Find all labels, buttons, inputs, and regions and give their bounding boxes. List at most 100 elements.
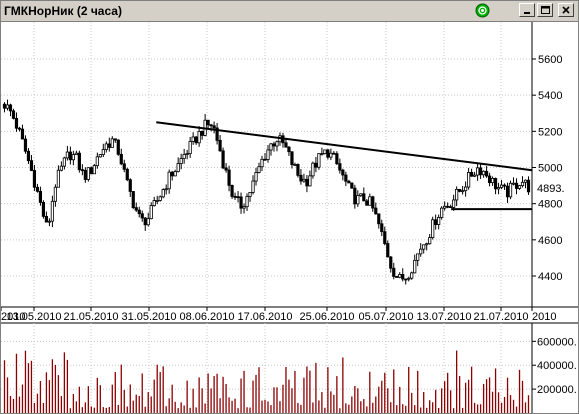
candle-up — [257, 166, 261, 173]
candle-down — [478, 167, 483, 176]
candle-up — [179, 158, 183, 164]
candle-up — [431, 219, 435, 239]
candle-down — [493, 178, 498, 190]
candle-down — [377, 213, 381, 225]
candle-up — [146, 218, 150, 226]
connection-status-icon[interactable] — [475, 3, 490, 18]
candles — [2, 99, 531, 285]
candle-up — [188, 141, 192, 154]
candle-up — [293, 164, 297, 166]
date-tick-label: 13.07.2010 — [416, 311, 471, 323]
maximize-button[interactable] — [537, 3, 553, 17]
minimize-icon — [524, 12, 530, 14]
volume-tick-label: 200000. — [537, 384, 577, 396]
price-tick-label: 5400 — [538, 90, 562, 102]
candle-down — [484, 170, 489, 177]
candle-down — [380, 223, 384, 233]
candle-up — [461, 190, 465, 193]
date-tick-label: 2010 — [532, 311, 556, 323]
close-icon — [562, 6, 570, 14]
candle-down — [341, 169, 345, 176]
candle-up — [413, 259, 417, 274]
candle-down — [371, 196, 375, 209]
price-tick-label: 4600 — [538, 235, 562, 247]
candle-down — [143, 217, 147, 226]
candle-up — [251, 180, 255, 193]
candle-down — [353, 187, 357, 205]
candle-down — [392, 267, 396, 277]
price-grid — [1, 22, 532, 307]
candle-down — [272, 143, 276, 147]
candle-down — [335, 153, 339, 165]
trendline-resistance — [156, 121, 533, 172]
date-tick-label: 05.07.2010 — [358, 311, 413, 323]
candle-up — [47, 220, 52, 223]
candle-down — [296, 164, 300, 176]
price-tick-label: 4800 — [538, 199, 562, 211]
window-title: ГМКНорНик (2 часа) — [4, 4, 122, 18]
candle-down — [29, 160, 34, 171]
candle-up — [464, 186, 468, 192]
candle-up — [182, 154, 186, 159]
candle-up — [517, 185, 522, 189]
candle-up — [419, 248, 423, 255]
candle-up — [523, 179, 528, 183]
candle-down — [338, 163, 342, 171]
candle-up — [440, 207, 444, 218]
candle-up — [368, 196, 372, 206]
candle-down — [230, 184, 234, 197]
candle-up — [490, 178, 495, 184]
candle-up — [176, 163, 180, 172]
candle-up — [473, 174, 477, 177]
minimize-button[interactable] — [519, 3, 535, 17]
date-tick-label: 13.05.2010 — [6, 311, 61, 323]
volume-bars — [3, 350, 530, 413]
candle-down — [284, 142, 288, 148]
candle-up — [53, 186, 58, 202]
candle-up — [92, 165, 96, 175]
volume-grid — [1, 323, 532, 413]
candle-up — [302, 178, 306, 182]
date-tick-label: 08.06.2010 — [179, 311, 234, 323]
candle-down — [221, 150, 225, 169]
candle-down — [449, 206, 453, 209]
candle-up — [323, 149, 327, 154]
price-tick-label: 5600 — [538, 54, 562, 66]
candle-down — [209, 124, 213, 127]
candle-up — [50, 200, 55, 222]
candle-up — [407, 277, 411, 280]
candle-up — [511, 182, 516, 185]
candle-up — [95, 156, 99, 167]
candle-up — [520, 181, 525, 187]
candle-down — [263, 158, 267, 161]
candle-down — [502, 184, 507, 187]
candle-down — [89, 167, 93, 175]
candle-down — [128, 179, 132, 192]
candle-up — [248, 192, 252, 197]
price-tick-label: 5200 — [538, 126, 562, 138]
candle-down — [326, 149, 330, 158]
candle-down — [227, 169, 231, 186]
candle-up — [59, 165, 63, 171]
close-button[interactable] — [558, 3, 574, 17]
candle-up — [481, 170, 486, 176]
candle-down — [239, 196, 243, 209]
candle-up — [56, 169, 60, 188]
candle-up — [191, 136, 195, 142]
candle-down — [170, 171, 174, 177]
candle-down — [77, 152, 81, 171]
title-bar[interactable]: ГМКНорНик (2 часа) — [1, 1, 578, 22]
candle-down — [140, 213, 144, 219]
candle-down — [389, 256, 393, 269]
candle-up — [161, 189, 165, 198]
candle-down — [350, 182, 354, 189]
candle-up — [499, 184, 504, 188]
candle-down — [80, 169, 84, 172]
candle-down — [11, 110, 16, 119]
candle-up — [425, 243, 429, 246]
price-axis-background — [532, 22, 578, 307]
candle-up — [410, 272, 414, 279]
candle-down — [458, 188, 462, 192]
